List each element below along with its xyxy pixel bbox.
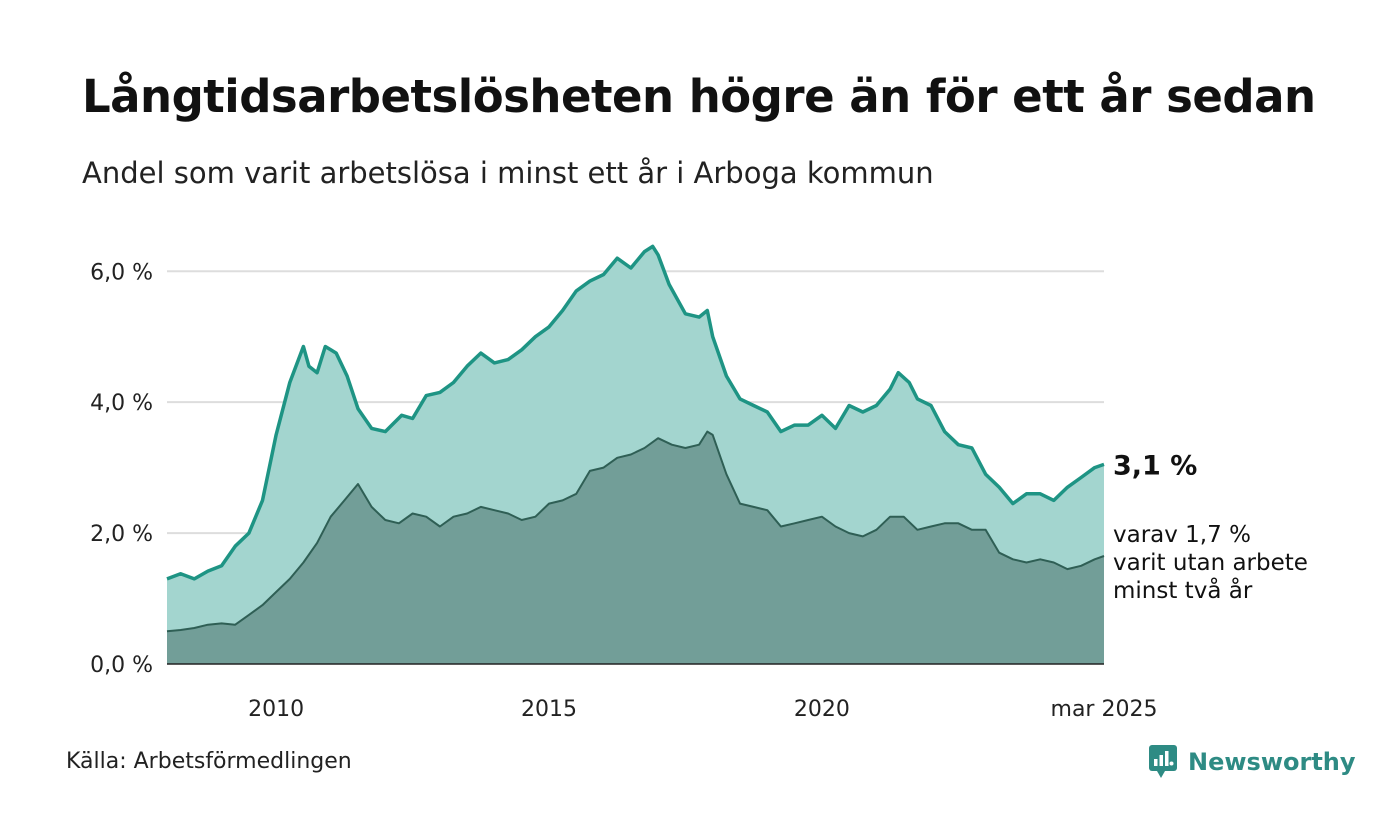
x-tick-label: 2015 xyxy=(521,697,577,722)
y-tick-label: 0,0 % xyxy=(90,653,153,678)
y-tick-label: 2,0 % xyxy=(90,522,153,547)
source-text: Källa: Arbetsförmedlingen xyxy=(66,749,352,774)
x-tick-label: mar 2025 xyxy=(1051,697,1158,722)
chart-title: Långtidsarbetslösheten högre än för ett … xyxy=(82,70,1316,123)
area-long-term-fill xyxy=(167,431,1104,664)
y-tick-label: 6,0 % xyxy=(90,260,153,285)
newsworthy-brand[interactable]: Newsworthy xyxy=(1148,744,1356,780)
sub-label-line: varit utan arbete xyxy=(1113,550,1308,576)
y-tick-label: 4,0 % xyxy=(90,391,153,416)
last-value-label: 3,1 % xyxy=(1113,450,1197,481)
newsworthy-logo-icon xyxy=(1149,745,1177,778)
line-long-term xyxy=(166,430,1105,633)
brand-name: Newsworthy xyxy=(1188,748,1356,776)
chart-subtitle: Andel som varit arbetslösa i minst ett å… xyxy=(82,156,934,190)
y-axis-ticks: 0,0 % 2,0 % 4,0 % 6,0 % xyxy=(90,260,153,678)
x-tick-label: 2020 xyxy=(794,697,850,722)
sub-label-line: varav 1,7 % xyxy=(1113,522,1251,548)
sub-label-line: minst två år xyxy=(1113,576,1253,604)
line-total xyxy=(166,244,1105,581)
x-axis-ticks: 2010 2015 2020 mar 2025 xyxy=(248,697,1157,722)
x-tick-label: 2010 xyxy=(248,697,304,722)
